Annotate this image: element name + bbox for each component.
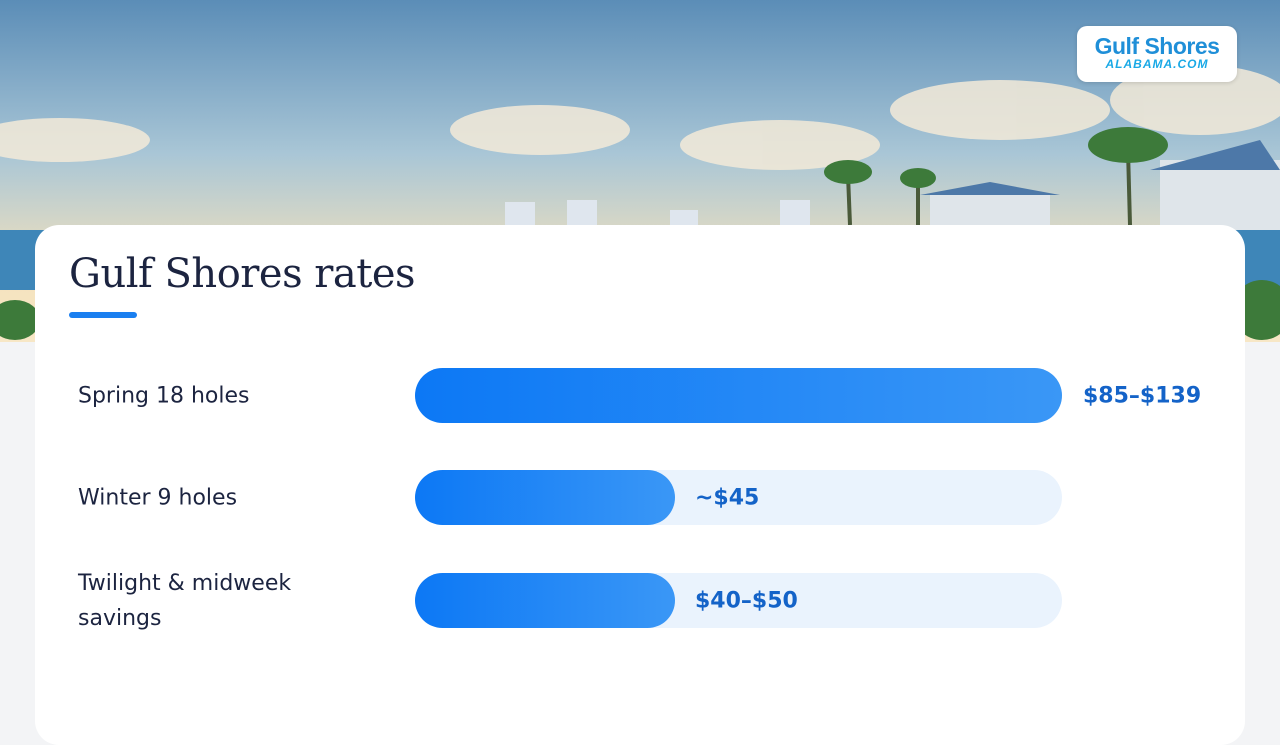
rate-label: Spring 18 holes: [78, 383, 250, 408]
rates-card: Gulf Shores rates Spring 18 holes $85–$1…: [35, 225, 1245, 745]
rate-track: [415, 573, 1062, 628]
rate-row: Winter 9 holes ~$45: [35, 470, 1245, 525]
rate-value: $85–$139: [1083, 383, 1202, 408]
rate-value: $40–$50: [695, 588, 798, 613]
card-title: Gulf Shores rates: [69, 251, 416, 297]
rate-row: Twilight & midweek savings $40–$50: [35, 571, 1245, 631]
rate-track: [415, 470, 1062, 525]
rate-track: [415, 368, 1062, 423]
rate-label: Winter 9 holes: [78, 485, 238, 510]
rate-bar: [415, 470, 675, 525]
logo-domain: ALABAMA.COM: [1105, 57, 1209, 71]
logo[interactable]: Gulf Shores ALABAMA.COM: [1077, 26, 1237, 82]
rate-bar: [415, 573, 675, 628]
logo-name: Gulf Shores: [1094, 33, 1220, 59]
rate-row: Spring 18 holes $85–$139: [35, 368, 1245, 423]
rate-value: ~$45: [695, 485, 760, 510]
rate-label: Twilight & midweek savings: [78, 570, 292, 631]
title-underline: [69, 312, 137, 318]
rate-bar: [415, 368, 1062, 423]
